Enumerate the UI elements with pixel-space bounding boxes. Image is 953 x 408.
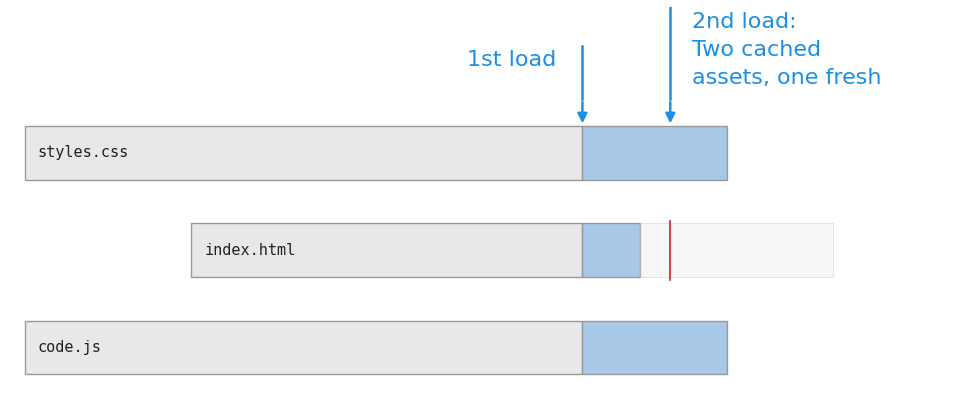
Bar	[192, 224, 582, 277]
Text: index.html: index.html	[204, 243, 295, 258]
Bar	[639, 224, 832, 277]
Text: code.js: code.js	[38, 340, 101, 355]
Bar	[582, 126, 726, 180]
Text: styles.css: styles.css	[38, 145, 129, 160]
Text: 2nd load:
Two cached
assets, one fresh: 2nd load: Two cached assets, one fresh	[692, 12, 881, 88]
Bar	[25, 321, 582, 374]
Bar	[25, 126, 582, 180]
Bar	[582, 321, 726, 374]
Bar	[582, 224, 639, 277]
Text: 1st load: 1st load	[466, 51, 556, 71]
